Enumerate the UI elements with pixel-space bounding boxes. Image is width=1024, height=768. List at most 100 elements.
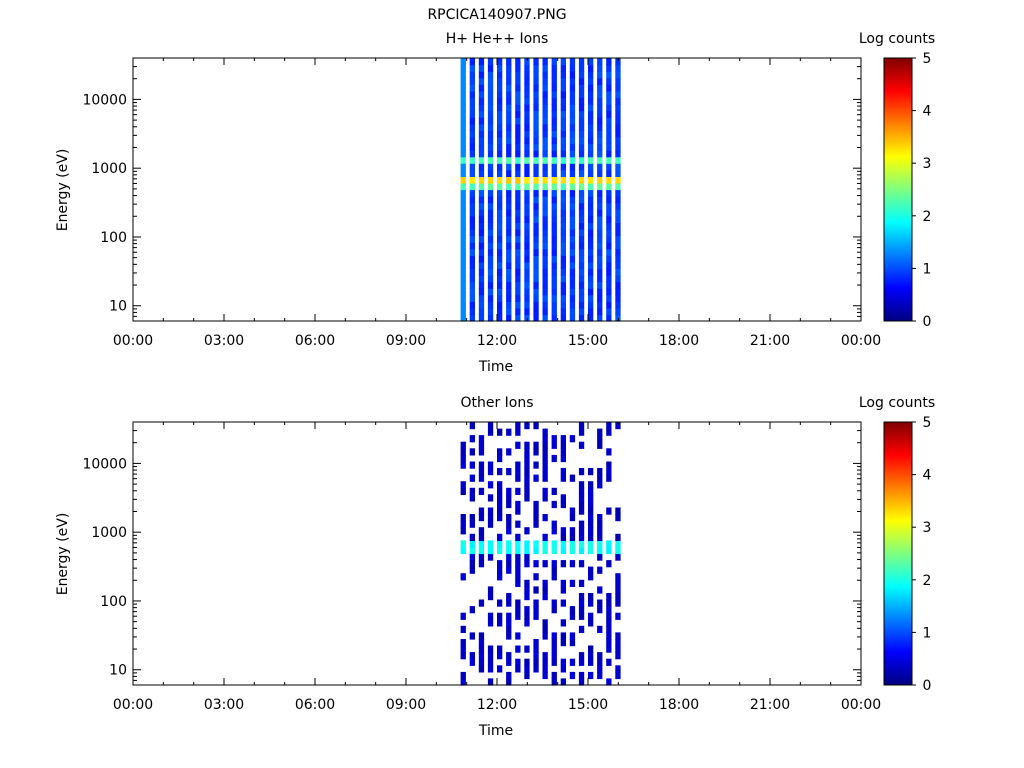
heatmap-cell xyxy=(515,500,521,509)
heatmap-cell xyxy=(478,90,485,99)
heatmap-cell xyxy=(487,461,494,469)
heatmap-cell xyxy=(460,301,466,309)
heatmap-cell xyxy=(597,441,603,449)
heatmap-cell xyxy=(578,301,585,309)
heatmap-cell xyxy=(506,275,512,283)
heatmap-cell xyxy=(506,520,512,528)
heatmap-cell xyxy=(588,500,594,509)
heatmap-cell xyxy=(597,58,603,66)
heatmap-cell xyxy=(478,268,485,276)
heatmap-cell xyxy=(597,123,603,131)
heatmap-cell xyxy=(460,130,466,138)
heatmap-cell xyxy=(497,294,503,302)
x-tick-label: 12:00 xyxy=(477,697,517,713)
heatmap-cell xyxy=(524,560,530,568)
heatmap-cell xyxy=(460,202,466,210)
heatmap-cell xyxy=(478,202,485,210)
heatmap-cell xyxy=(497,612,503,620)
heatmap-cell xyxy=(588,228,594,237)
heatmap-cell xyxy=(560,123,566,131)
heatmap-cell xyxy=(524,97,530,105)
x-tick-label: 21:00 xyxy=(750,697,790,713)
heatmap-cell xyxy=(542,632,548,640)
heatmap-cell xyxy=(578,507,585,515)
heatmap-cell xyxy=(569,632,576,640)
heatmap-cell xyxy=(460,540,466,548)
heatmap-cell xyxy=(487,261,494,269)
heatmap-cell xyxy=(588,468,594,476)
heatmap-cell xyxy=(469,71,475,79)
heatmap-cell xyxy=(460,307,466,316)
heatmap-cell xyxy=(515,606,521,614)
heatmap-cell xyxy=(487,150,494,158)
heatmap-cell xyxy=(597,235,603,243)
heatmap-cell xyxy=(578,150,585,158)
heatmap-cell xyxy=(606,625,612,633)
heatmap-cell xyxy=(533,307,539,316)
colorbar-tick-label: 2 xyxy=(923,209,932,225)
heatmap-cell xyxy=(524,90,530,99)
heatmap-cell xyxy=(615,222,621,230)
heatmap-cell xyxy=(497,242,503,250)
heatmap-cell xyxy=(606,228,612,237)
heatmap-cell xyxy=(478,222,485,230)
heatmap-cell xyxy=(515,428,521,436)
heatmap-cell xyxy=(588,215,594,223)
heatmap-cell xyxy=(597,136,603,145)
panel-other-ions: Other Ions 00:00 03:00 06:00 09:00 12:00 15:0… xyxy=(55,395,935,739)
heatmap-cell xyxy=(597,90,603,99)
heatmap-cell xyxy=(560,288,566,296)
heatmap-cell xyxy=(460,461,466,469)
heatmap-cell xyxy=(551,566,557,574)
y-axis-label: Energy (eV) xyxy=(55,513,71,596)
heatmap-cells xyxy=(460,422,621,686)
heatmap-cell xyxy=(606,678,612,686)
heatmap-cell xyxy=(460,281,466,289)
heatmap-cell xyxy=(506,678,512,686)
heatmap-cell xyxy=(506,540,512,548)
heatmap-cell xyxy=(478,527,485,535)
heatmap-cell xyxy=(524,169,530,177)
heatmap-cell xyxy=(578,275,585,283)
heatmap-cell xyxy=(569,123,576,131)
x-tick-label: 00:00 xyxy=(113,333,153,349)
heatmap-cell xyxy=(578,612,585,620)
heatmap-cell xyxy=(478,235,485,243)
heatmap-cell xyxy=(533,77,539,85)
heatmap-cell xyxy=(460,487,466,495)
heatmap-cell xyxy=(606,169,612,177)
heatmap-cell xyxy=(524,579,530,587)
heatmap-cell xyxy=(569,189,576,197)
heatmap-cell xyxy=(469,566,475,574)
heatmap-cell xyxy=(615,288,621,296)
x-tick-label: 09:00 xyxy=(386,697,426,713)
heatmap-cell xyxy=(487,520,494,528)
heatmap-cell xyxy=(524,586,530,594)
heatmap-cell xyxy=(578,222,585,230)
heatmap-cell xyxy=(478,652,485,660)
heatmap-cell xyxy=(469,248,475,256)
heatmap-cell xyxy=(469,104,475,112)
heatmap-cell xyxy=(469,90,475,99)
heatmap-cell xyxy=(615,632,621,640)
heatmap-cell xyxy=(551,500,557,509)
heatmap-cell xyxy=(542,182,548,191)
heatmap-cell xyxy=(615,71,621,79)
heatmap-cell xyxy=(578,652,585,660)
heatmap-cell xyxy=(551,235,557,243)
heatmap-cell xyxy=(478,632,485,640)
heatmap-cell xyxy=(542,593,548,601)
heatmap-cell xyxy=(515,281,521,289)
heatmap-cell xyxy=(533,143,539,151)
heatmap-cell xyxy=(524,123,530,131)
heatmap-cell xyxy=(588,202,594,210)
heatmap-cell xyxy=(487,110,494,118)
heatmap-cell xyxy=(469,228,475,237)
heatmap-cell xyxy=(606,301,612,309)
heatmap-cell xyxy=(542,176,548,184)
heatmap-cell xyxy=(597,202,603,210)
heatmap-cell xyxy=(524,268,530,276)
heatmap-cell xyxy=(515,215,521,223)
heatmap-cell xyxy=(578,441,585,449)
heatmap-cell xyxy=(506,553,512,561)
